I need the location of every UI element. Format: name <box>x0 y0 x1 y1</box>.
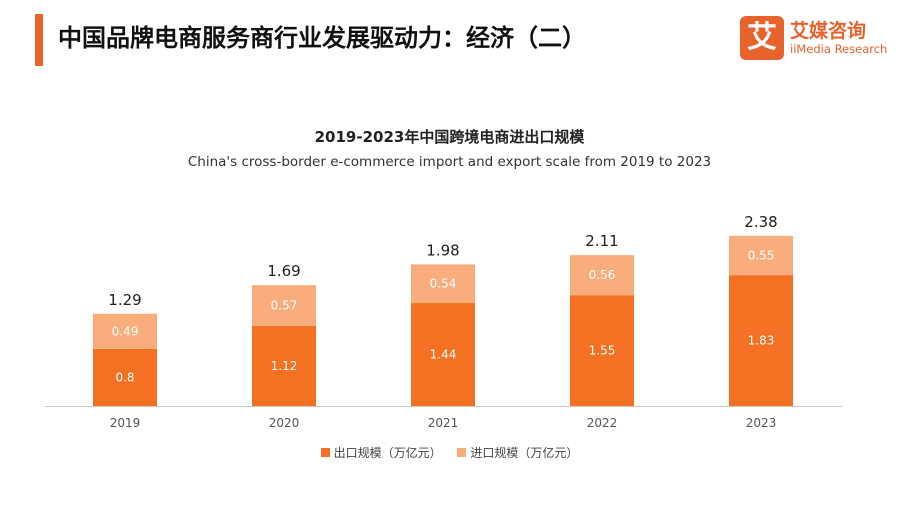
legend-item-export: 出口规模（万亿元） <box>320 444 442 461</box>
data-label-export-2019: 0.8 <box>115 370 134 384</box>
bar-import-2020 <box>252 285 316 326</box>
logo-mark: 艾 <box>740 16 784 60</box>
bar-import-2021 <box>411 264 475 304</box>
bar-export-2023 <box>729 275 793 406</box>
bar-export-2019 <box>93 348 157 406</box>
x-tick-label-2021: 2021 <box>428 416 459 430</box>
bar-export-2020 <box>252 325 316 406</box>
data-label-import-2022: 0.56 <box>589 268 616 282</box>
x-tick-label-2019: 2019 <box>110 416 141 430</box>
data-label-total-2020: 1.69 <box>267 262 300 280</box>
data-label-total-2019: 1.29 <box>108 291 141 309</box>
data-label-export-2023: 1.83 <box>748 334 775 348</box>
x-tick-label-2022: 2022 <box>587 416 618 430</box>
legend-swatch-import <box>457 448 467 457</box>
brand-logo: 艾 艾媒咨询 iiMedia Research <box>740 16 890 62</box>
data-label-export-2020: 1.12 <box>271 359 298 373</box>
legend-label-export: 出口规模（万亿元） <box>333 446 442 460</box>
data-label-import-2023: 0.55 <box>748 248 775 262</box>
chart-subtitle: China's cross-border e-commerce import a… <box>187 154 712 170</box>
logo-name-en: iiMedia Research <box>790 42 888 56</box>
legend-label-import: 进口规模（万亿元） <box>470 446 579 460</box>
bar-import-2023 <box>729 235 793 276</box>
data-label-total-2022: 2.11 <box>585 232 618 250</box>
data-label-export-2021: 1.44 <box>430 348 457 362</box>
x-tick-label-2023: 2023 <box>746 416 777 430</box>
data-label-export-2022: 1.55 <box>589 344 616 358</box>
chart-title: 2019-2023年中国跨境电商进出口规模 <box>314 128 585 146</box>
bar-export-2022 <box>570 295 634 406</box>
legend-swatch-export <box>320 448 330 457</box>
data-label-total-2023: 2.38 <box>744 213 777 231</box>
bar-export-2021 <box>411 303 475 406</box>
x-tick-label-2020: 2020 <box>269 416 300 430</box>
data-label-import-2021: 0.54 <box>430 277 457 291</box>
bar-import-2022 <box>570 255 634 296</box>
data-label-import-2020: 0.57 <box>271 299 298 313</box>
title-accent-bar <box>35 14 43 66</box>
bar-import-2019 <box>93 313 157 349</box>
page-title: 中国品牌电商服务商行业发展驱动力：经济（二） <box>58 24 586 52</box>
data-label-import-2019: 0.49 <box>112 324 139 338</box>
chart-legend: 出口规模（万亿元） 进口规模（万亿元） <box>0 444 899 461</box>
logo-name-cn: 艾媒咨询 <box>790 20 867 42</box>
legend-item-import: 进口规模（万亿元） <box>457 444 578 461</box>
data-label-total-2021: 1.98 <box>426 241 459 259</box>
